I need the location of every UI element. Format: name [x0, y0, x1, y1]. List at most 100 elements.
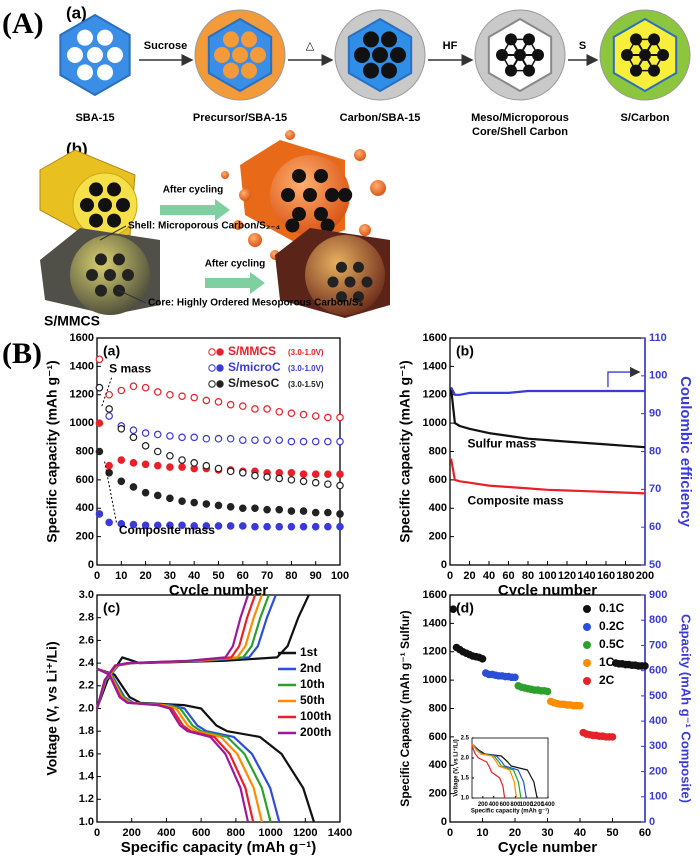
figure-label: (B) [2, 337, 42, 370]
y-tick-label: 1.5 [461, 776, 470, 782]
data-point [287, 507, 296, 515]
step-label: SBA-15 [75, 112, 114, 124]
data-point [275, 436, 284, 444]
y-tick-label: 2.6 [79, 634, 94, 646]
data-point [95, 355, 104, 364]
pore [98, 198, 112, 212]
pore [532, 49, 544, 61]
data-point [105, 518, 113, 527]
y-tick-label: 800 [429, 445, 447, 457]
x-tick-label: 20 [509, 827, 521, 839]
data-point [105, 461, 113, 470]
x-tick-label: 20 [463, 570, 475, 582]
data-point [141, 429, 150, 437]
legend-marker [216, 348, 224, 356]
data-point [336, 510, 344, 518]
pore [353, 291, 364, 303]
data-point [178, 521, 186, 530]
x-tick-label: 60 [502, 570, 514, 582]
data-point [239, 468, 247, 477]
pore [113, 253, 125, 266]
pore [327, 276, 339, 288]
data-point [117, 424, 126, 433]
y-tick-label: 3.0 [79, 589, 94, 601]
data-point [299, 470, 308, 479]
y2-tick-label: 500 [649, 690, 667, 702]
data-point [263, 436, 271, 444]
data-point [336, 481, 344, 490]
step-label: Carbon/SBA-15 [340, 112, 421, 124]
pore [514, 49, 526, 61]
y-tick-label: 1000 [70, 417, 94, 429]
panel-label: (a) [103, 343, 120, 359]
y-tick-label: 1.0 [79, 816, 94, 828]
x-tick-label: 90 [310, 570, 322, 582]
leader [117, 289, 147, 304]
step-label: Meso/Microporous [471, 112, 569, 124]
y2-tick-label: 0 [649, 816, 655, 828]
y2-axis-label: Coulombic efficiency [677, 376, 694, 528]
data-point [214, 464, 223, 473]
data-point [275, 522, 284, 531]
pore [648, 64, 660, 77]
pore [95, 253, 107, 266]
pore [223, 31, 239, 48]
x-tick-label: 60 [237, 570, 249, 582]
x-tick-label: 1000 [520, 802, 534, 808]
x-tick-label: 60 [639, 827, 651, 839]
x-axis-label: Specific capacity (mAh g⁻¹) [471, 808, 549, 815]
x-tick-label: 70 [261, 570, 273, 582]
series-line [449, 458, 646, 495]
data-point [287, 476, 296, 484]
data-point [214, 434, 223, 443]
y-tick-label: 2.4 [79, 657, 95, 669]
y-tick-label: 200 [429, 531, 447, 543]
x-tick-label: 0 [447, 827, 453, 839]
x-tick-label: 0 [94, 570, 100, 582]
data-point [299, 522, 308, 531]
legend-label: 2C [599, 673, 615, 687]
data-point [251, 522, 259, 531]
pore [336, 261, 347, 273]
pore [292, 207, 306, 222]
y-tick-label: 1200 [423, 389, 447, 401]
x-tick-label: 1000 [258, 827, 282, 839]
series-line [471, 743, 518, 799]
data-point [336, 522, 344, 531]
data-point [105, 390, 113, 399]
y2-tick-label: 60 [649, 521, 661, 533]
data-point [190, 522, 199, 530]
data-point [287, 409, 296, 417]
pore [630, 64, 642, 77]
data-point [141, 521, 150, 530]
y2-tick-label: 800 [649, 614, 667, 626]
pore [214, 47, 230, 63]
data-point [202, 461, 211, 470]
data-point [178, 433, 186, 442]
y-tick-label: 1600 [70, 332, 94, 344]
pore [630, 33, 642, 46]
y-tick-label: 800 [76, 445, 94, 457]
data-point [239, 504, 247, 513]
data-point [202, 434, 211, 443]
legend-condition: (3.0-1.0V) [288, 348, 324, 357]
series-line [449, 387, 646, 449]
pore [67, 47, 83, 63]
pore [381, 31, 397, 48]
y-axis-label: Specific Capacity (mAh g⁻¹ Sulfur) [398, 610, 412, 806]
data-point [324, 413, 332, 422]
y2-tick-label: 400 [649, 715, 667, 727]
pore [336, 291, 347, 303]
x-tick-label: 0 [94, 827, 100, 839]
data-point [117, 520, 126, 528]
y-tick-label: 0 [441, 816, 447, 828]
pore [107, 47, 123, 63]
data-point [117, 477, 126, 486]
x-tick-label: 1200 [530, 802, 544, 808]
data-point [214, 501, 223, 510]
x-tick-label: 30 [164, 570, 176, 582]
legend-label: 0.2C [599, 619, 625, 633]
data-point [263, 522, 271, 531]
x-tick-label: 100 [331, 570, 349, 582]
y2-tick-label: 80 [649, 445, 661, 457]
